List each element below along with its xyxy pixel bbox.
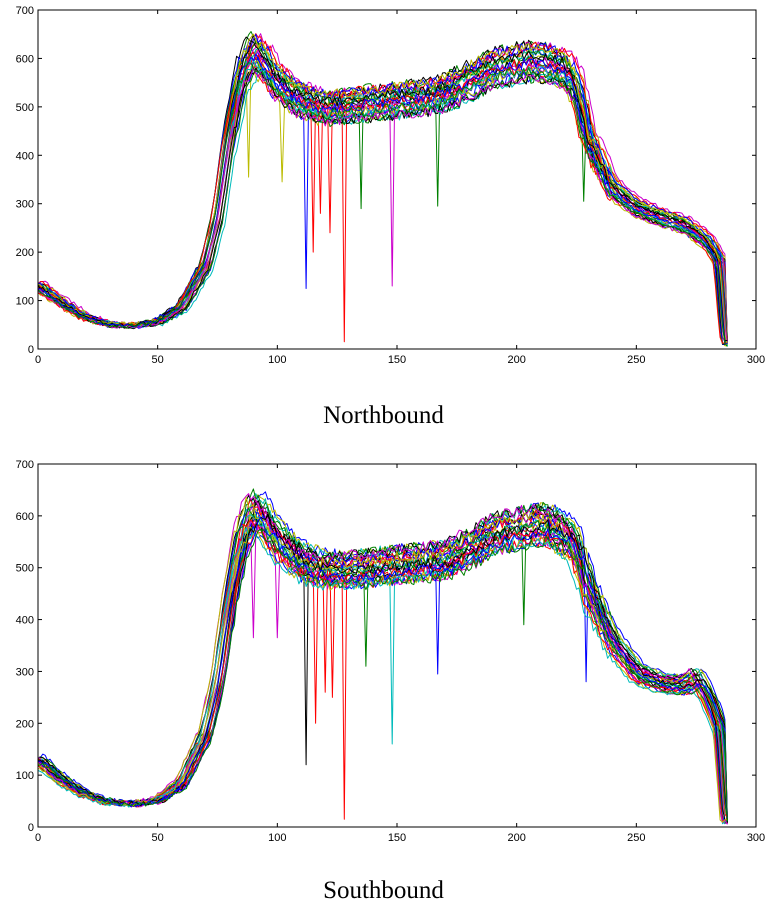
northbound-ytick-label: 0	[28, 344, 34, 356]
northbound-ytick-label: 700	[16, 5, 34, 17]
southbound-ytick-label: 200	[16, 718, 34, 730]
southbound-plot-frame	[37, 463, 757, 828]
northbound-ytick-label: 300	[16, 199, 34, 211]
northbound-series-line	[38, 53, 728, 345]
southbound-series-line	[38, 515, 728, 823]
southbound-ytick-label: 100	[16, 770, 34, 782]
northbound-ytick-label: 100	[16, 296, 34, 308]
northbound-series-group	[38, 31, 728, 347]
southbound-series-line	[38, 528, 728, 822]
southbound-xtick-label: 200	[507, 832, 525, 844]
southbound-ytick-label: 500	[16, 563, 34, 575]
southbound-xtick-label: 150	[388, 832, 406, 844]
northbound-caption: Northbound	[323, 402, 444, 429]
northbound-xtick-label: 200	[507, 354, 525, 366]
southbound-series-line	[38, 527, 728, 825]
southbound-series-line	[38, 496, 728, 823]
southbound-xtick-label: 250	[627, 832, 645, 844]
northbound-ytick-label: 600	[16, 53, 34, 65]
northbound-xtick-label: 150	[388, 354, 406, 366]
northbound-xtick-label: 250	[627, 354, 645, 366]
southbound-ytick-label: 400	[16, 615, 34, 627]
northbound-series-line	[38, 33, 728, 345]
southbound-xtick-label: 50	[152, 832, 164, 844]
southbound-xtick-label: 100	[268, 832, 286, 844]
northbound-ytick-label: 500	[16, 102, 34, 114]
southbound-ytick-label: 700	[16, 459, 34, 471]
southbound-series-line	[38, 506, 728, 825]
northbound-xtick-label: 300	[747, 354, 765, 366]
southbound-xtick-label: 0	[35, 832, 41, 844]
northbound-series-line	[38, 62, 728, 347]
northbound-series-line	[38, 66, 728, 342]
southbound-panel: 0 50 100 150 200 250 300 0 100 200 300 400 500 600 700…	[0, 455, 767, 909]
northbound-chart: 0 50 100 150 200 250 300 0 100 200 300 400 500 600 700	[16, 5, 766, 366]
southbound-caption: Southbound	[323, 877, 444, 904]
northbound-ytick-label: 200	[16, 247, 34, 259]
southbound-ytick-label: 0	[28, 822, 34, 834]
southbound-series-line	[38, 488, 728, 823]
northbound-ytick-label: 400	[16, 150, 34, 162]
northbound-panel: 0 50 100 150 200 250 300 0 100 200 300 400 500 600 700…	[0, 0, 767, 445]
northbound-xtick-label: 0	[35, 354, 41, 366]
southbound-ytick-label: 600	[16, 511, 34, 523]
southbound-series-line	[38, 517, 728, 818]
southbound-series-line	[38, 491, 728, 820]
northbound-xtick-label: 50	[152, 354, 164, 366]
northbound-plot-frame	[37, 9, 757, 350]
southbound-ytick-label: 300	[16, 666, 34, 678]
southbound-series-group	[38, 488, 728, 825]
northbound-xtick-label: 100	[268, 354, 286, 366]
southbound-xtick-label: 300	[747, 832, 765, 844]
southbound-series-line	[38, 514, 728, 822]
southbound-series-line	[38, 493, 728, 824]
southbound-chart: 0 50 100 150 200 250 300 0 100 200 300 400 500 600 700	[16, 459, 766, 844]
